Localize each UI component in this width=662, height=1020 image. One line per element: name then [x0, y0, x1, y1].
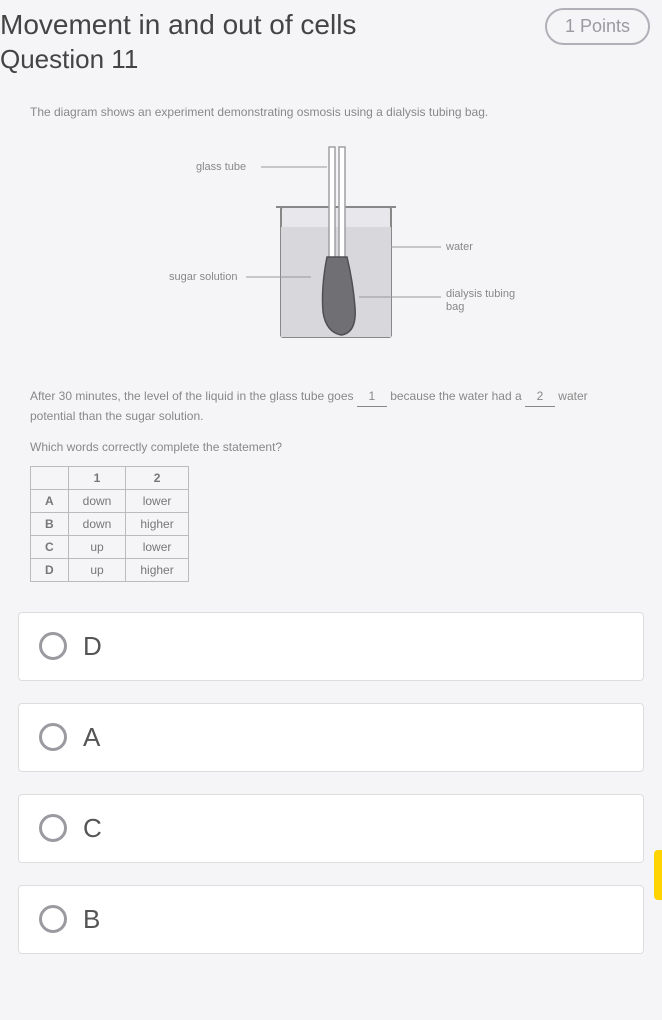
title-block: Movement in and out of cells Question 11: [0, 8, 545, 75]
row-d-2: higher: [126, 558, 188, 581]
label-bag: bag: [446, 301, 464, 313]
glass-tube-left: [329, 147, 335, 267]
answer-option-a[interactable]: A: [18, 703, 644, 772]
points-badge: 1 Points: [545, 8, 650, 45]
completion-sentence: After 30 minutes, the level of the liqui…: [30, 387, 632, 426]
dialysis-bag: [323, 257, 356, 335]
table-row: A down lower: [31, 489, 189, 512]
row-a-1: down: [68, 489, 126, 512]
intro-text: The diagram shows an experiment demonstr…: [30, 105, 632, 119]
row-b-2: higher: [126, 512, 188, 535]
scroll-indicator: [654, 850, 662, 900]
answer-option-b[interactable]: B: [18, 885, 644, 954]
row-c-key: C: [31, 535, 69, 558]
radio-icon: [39, 632, 67, 660]
table-row: B down higher: [31, 512, 189, 535]
header: Movement in and out of cells Question 11…: [0, 0, 662, 75]
row-d-key: D: [31, 558, 69, 581]
diagram: glass tube sugar solution water dialysis…: [30, 137, 632, 367]
question-number: Question 11: [0, 44, 545, 75]
row-c-1: up: [68, 535, 126, 558]
th-blank: [31, 466, 69, 489]
blank-1: 1: [357, 387, 387, 407]
th-1: 1: [68, 466, 126, 489]
answer-option-d[interactable]: D: [18, 612, 644, 681]
which-prompt: Which words correctly complete the state…: [30, 440, 632, 454]
radio-icon: [39, 905, 67, 933]
row-a-key: A: [31, 489, 69, 512]
sentence-prefix: After 30 minutes, the level of the liqui…: [30, 389, 357, 403]
row-d-1: up: [68, 558, 126, 581]
answer-option-c[interactable]: C: [18, 794, 644, 863]
answer-label: B: [83, 904, 100, 935]
row-b-1: down: [68, 512, 126, 535]
row-a-2: lower: [126, 489, 188, 512]
radio-icon: [39, 723, 67, 751]
blank-2: 2: [525, 387, 555, 407]
label-dialysis-tubing: dialysis tubing: [446, 288, 515, 300]
osmosis-diagram-svg: glass tube sugar solution water dialysis…: [141, 137, 521, 367]
answer-label: C: [83, 813, 102, 844]
table-row: D up higher: [31, 558, 189, 581]
label-water: water: [445, 241, 473, 253]
radio-icon: [39, 814, 67, 842]
sentence-mid: because the water had a: [387, 389, 525, 403]
label-sugar-solution: sugar solution: [169, 271, 238, 283]
page-title: Movement in and out of cells: [0, 8, 545, 42]
glass-tube-right: [339, 147, 345, 267]
th-2: 2: [126, 466, 188, 489]
question-content: The diagram shows an experiment demonstr…: [0, 75, 662, 582]
row-c-2: lower: [126, 535, 188, 558]
table-header-row: 1 2: [31, 466, 189, 489]
answer-options: D A C B: [0, 612, 662, 954]
table-row: C up lower: [31, 535, 189, 558]
answer-label: A: [83, 722, 100, 753]
row-b-key: B: [31, 512, 69, 535]
answer-label: D: [83, 631, 102, 662]
options-table: 1 2 A down lower B down higher C up lowe…: [30, 466, 189, 582]
label-glass-tube: glass tube: [196, 161, 246, 173]
